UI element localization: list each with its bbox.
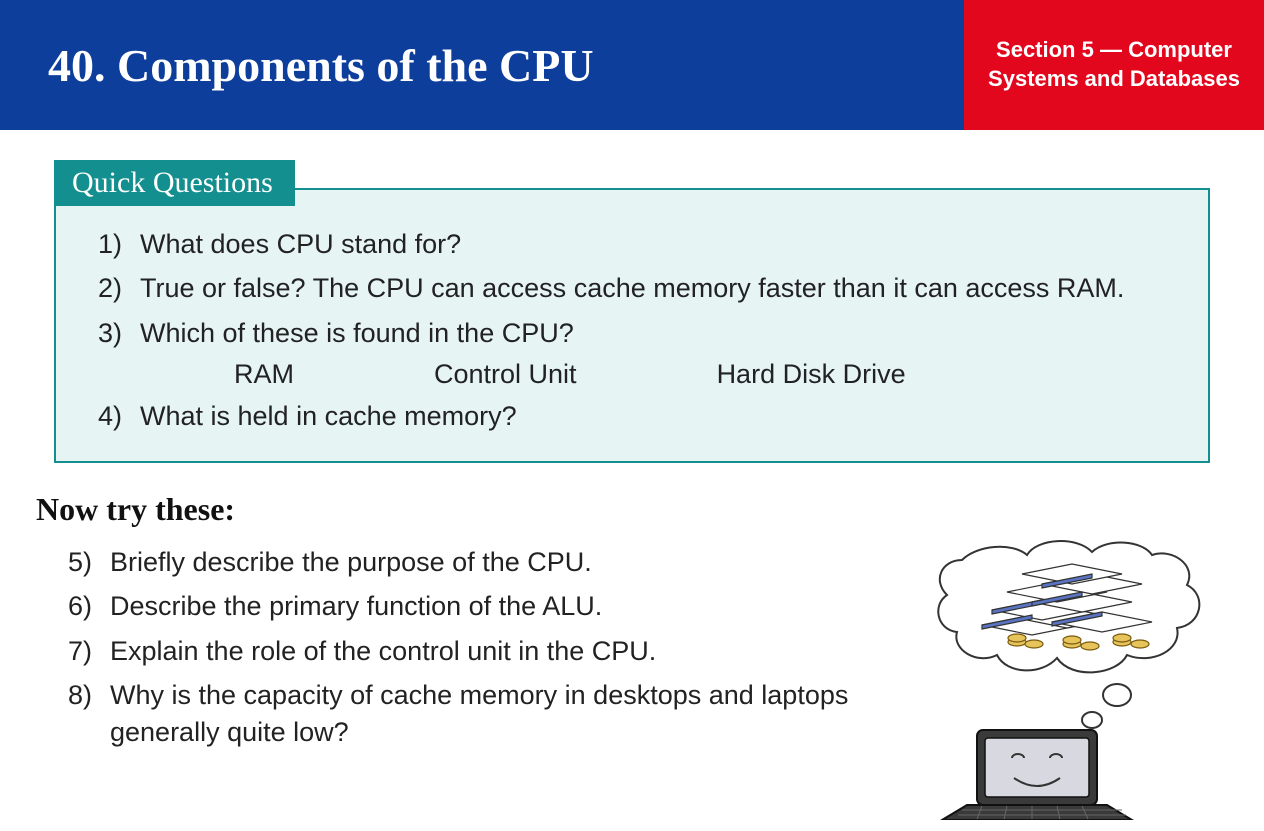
content-area: Quick Questions 1)What does CPU stand fo… xyxy=(0,130,1264,820)
quick-questions-box: Quick Questions 1)What does CPU stand fo… xyxy=(54,188,1210,463)
question-row: 6)Describe the primary function of the A… xyxy=(54,588,910,624)
page-title: 40. Components of the CPU xyxy=(48,39,594,92)
question-option: Control Unit xyxy=(434,359,577,390)
section-badge: Section 5 — Computer Systems and Databas… xyxy=(964,0,1264,130)
header-title-area: 40. Components of the CPU xyxy=(0,0,964,130)
now-try-list: 5)Briefly describe the purpose of the CP… xyxy=(54,536,910,758)
question-number: 1) xyxy=(84,226,140,262)
question-row: 8)Why is the capacity of cache memory in… xyxy=(54,677,910,750)
question-row: 7)Explain the role of the control unit i… xyxy=(54,633,910,669)
question-option: RAM xyxy=(234,359,294,390)
page-header: 40. Components of the CPU Section 5 — Co… xyxy=(0,0,1264,130)
question-text: Which of these is found in the CPU? xyxy=(140,315,1180,351)
question-number: 8) xyxy=(54,677,110,713)
question-row: 5)Briefly describe the purpose of the CP… xyxy=(54,544,910,580)
question-text: What does CPU stand for? xyxy=(140,226,1180,262)
question-number: 4) xyxy=(84,398,140,434)
question-number: 2) xyxy=(84,270,140,306)
question-number: 3) xyxy=(84,315,140,351)
question-number: 7) xyxy=(54,633,110,669)
question-row: 4)What is held in cache memory? xyxy=(84,398,1180,434)
now-try-section: Now try these: 5)Briefly describe the pu… xyxy=(54,491,1210,820)
question-text: What is held in cache memory? xyxy=(140,398,1180,434)
quick-questions-tab: Quick Questions xyxy=(54,160,295,206)
laptop-dreaming-of-cash-icon xyxy=(910,536,1210,820)
question-option: Hard Disk Drive xyxy=(717,359,906,390)
section-label: Section 5 — Computer Systems and Databas… xyxy=(988,36,1240,93)
question-text: Describe the primary function of the ALU… xyxy=(110,588,910,624)
now-try-title: Now try these: xyxy=(36,491,1210,528)
question-text: Briefly describe the purpose of the CPU. xyxy=(110,544,910,580)
question-text: Why is the capacity of cache memory in d… xyxy=(110,677,910,750)
question-number: 6) xyxy=(54,588,110,624)
question-text: True or false? The CPU can access cache … xyxy=(140,270,1180,306)
question-text: Explain the role of the control unit in … xyxy=(110,633,910,669)
question-number: 5) xyxy=(54,544,110,580)
question-options: RAM Control Unit Hard Disk Drive xyxy=(84,359,1180,390)
quick-questions-list: 1)What does CPU stand for?2)True or fals… xyxy=(84,226,1180,435)
question-row: 2)True or false? The CPU can access cach… xyxy=(84,270,1180,306)
question-row: 1)What does CPU stand for? xyxy=(84,226,1180,262)
question-row: 3)Which of these is found in the CPU? xyxy=(84,315,1180,351)
